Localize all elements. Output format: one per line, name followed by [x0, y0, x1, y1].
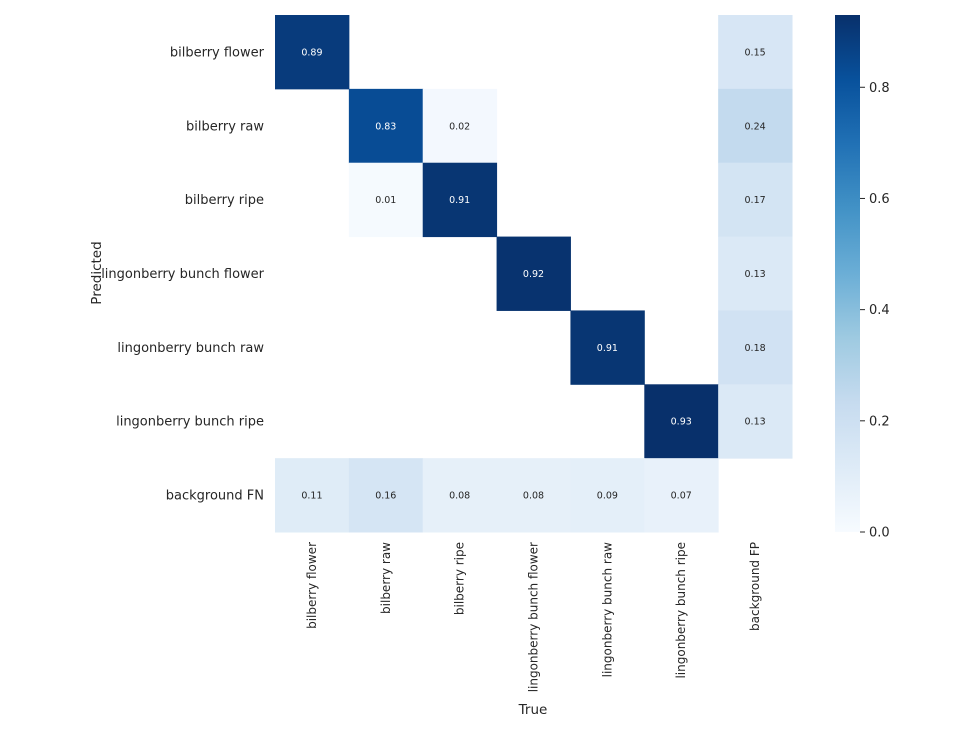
cell-value-label: 0.18 [745, 343, 766, 354]
heatmap-cell [570, 458, 645, 533]
cell-value-label: 0.13 [745, 269, 766, 280]
heatmap-cell [496, 458, 571, 533]
x-tick-label: bilberry flower [305, 542, 319, 629]
x-axis-title: True [518, 702, 548, 718]
y-tick-label: lingonberry bunch flower [101, 267, 264, 282]
heatmap-cell [348, 88, 424, 164]
colorbar-gradient [835, 15, 860, 532]
cell-value-label: 0.02 [449, 121, 470, 132]
cell-value-label: 0.91 [449, 195, 470, 206]
colorbar-tick-label: 0.8 [869, 81, 890, 96]
cell-value-label: 0.92 [523, 269, 544, 280]
colorbar-tick-label: 0.4 [869, 303, 890, 318]
x-tick-label: bilberry ripe [453, 542, 467, 615]
colorbar-tick-label: 0.2 [869, 414, 890, 429]
cell-value-label: 0.93 [671, 417, 692, 428]
heatmap-cell [718, 384, 793, 459]
cell-value-label: 0.07 [671, 491, 692, 502]
heatmap-cell [718, 236, 793, 311]
cell-value-label: 0.15 [745, 47, 766, 58]
heatmap-cell [348, 162, 424, 238]
cell-value-label: 0.91 [597, 343, 618, 354]
heatmap-cell [718, 310, 793, 385]
heatmap-cell [275, 15, 350, 90]
heatmap-cell [570, 310, 645, 385]
cell-value-label: 0.08 [449, 491, 470, 502]
y-tick-label: bilberry flower [170, 45, 265, 60]
y-axis-title: Predicted [89, 241, 105, 304]
cell-value-label: 0.01 [375, 195, 396, 206]
x-tick-label: background FP [748, 542, 762, 631]
x-tick-label: lingonberry bunch raw [600, 542, 614, 678]
heatmap-cell [275, 458, 350, 533]
y-tick-label: bilberry raw [186, 119, 264, 134]
y-tick-label: lingonberry bunch raw [117, 341, 264, 356]
heatmap-cell [718, 15, 793, 90]
heatmap-cell [348, 458, 424, 533]
cell-value-label: 0.83 [375, 121, 396, 132]
heatmap-cell [644, 458, 719, 533]
y-tick-label: lingonberry bunch ripe [116, 415, 264, 430]
cell-value-label: 0.09 [597, 491, 618, 502]
heatmap-cell [422, 458, 498, 533]
cell-value-label: 0.11 [301, 491, 322, 502]
heatmap-cell [422, 162, 498, 238]
heatmap-cell [718, 162, 793, 238]
heatmap-cell [496, 236, 571, 311]
cell-value-label: 0.13 [745, 417, 766, 428]
cell-value-label: 0.08 [523, 491, 544, 502]
y-tick-label: background FN [166, 489, 264, 504]
cell-value-label: 0.16 [375, 491, 396, 502]
cell-value-label: 0.89 [301, 47, 322, 58]
heatmap-cell [644, 384, 719, 459]
x-tick-label: lingonberry bunch ripe [674, 542, 688, 679]
colorbar: 0.0 0.2 0.4 0.6 0.8 [835, 15, 890, 541]
x-tick-label: bilberry raw [379, 542, 393, 614]
colorbar-tick-label: 0.6 [869, 192, 890, 207]
heatmap-cell [422, 88, 498, 164]
y-tick-labels: bilberry flower bilberry raw bilberry ripe… [101, 45, 264, 503]
y-tick-label: bilberry ripe [185, 193, 264, 208]
colorbar-tick-label: 0.0 [869, 526, 890, 541]
heatmap-cell [718, 88, 793, 164]
x-tick-labels: bilberry flower bilberry raw bilberry ripe… [305, 542, 762, 692]
heatmap-cells: 0.89 0.15 0.83 0.02 0.24 0.01 0.91 0.17 0.92 0.13… [275, 15, 793, 533]
cell-value-label: 0.24 [745, 121, 766, 132]
cell-value-label: 0.17 [745, 195, 766, 206]
x-tick-label: lingonberry bunch flower [527, 542, 541, 692]
